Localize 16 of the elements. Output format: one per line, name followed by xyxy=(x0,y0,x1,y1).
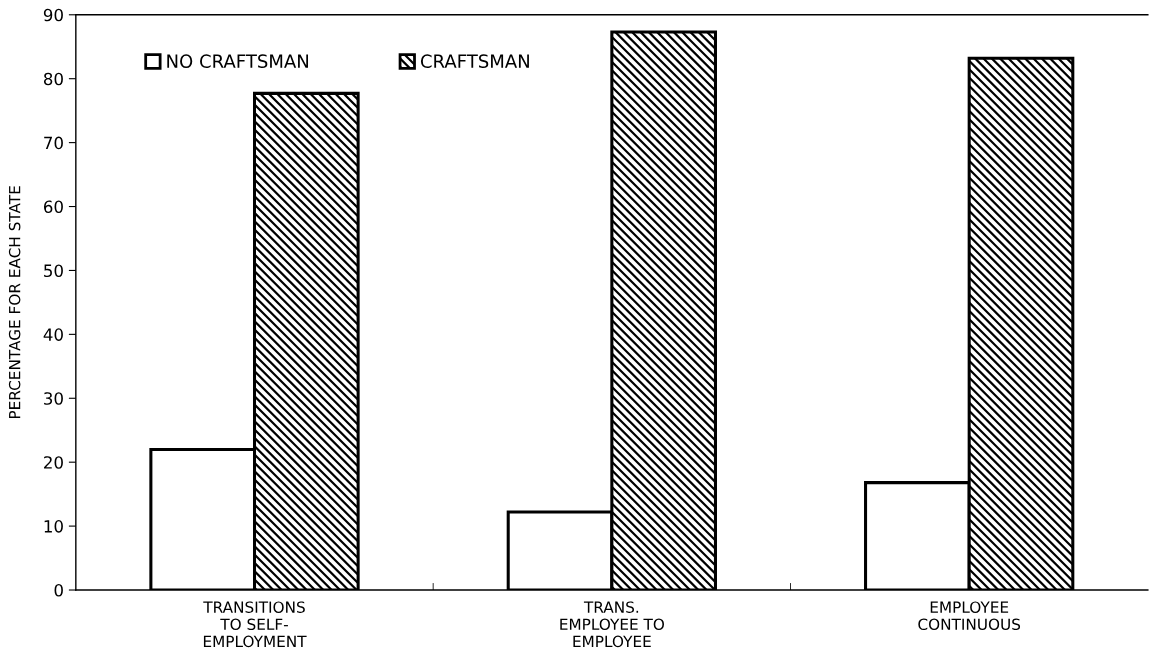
legend-label: CRAFTSMAN xyxy=(420,54,529,69)
y-tick-label: 30 xyxy=(44,392,63,405)
y-tick-label: 10 xyxy=(44,520,63,533)
y-tick-label: 70 xyxy=(44,136,63,150)
x-tick-label: TRANSITIONS TO SELF- EMPLOYMENT xyxy=(203,601,307,648)
legend-label: NO CRAFTSMAN xyxy=(167,54,309,69)
y-tick-label: 40 xyxy=(43,328,63,341)
y-tick-label: 50 xyxy=(44,264,63,278)
y-tick-label: 60 xyxy=(43,200,63,214)
y-tick-label: 80 xyxy=(43,72,63,86)
x-tick-label: EMPLOYEE CONTINUOUS xyxy=(918,601,1021,631)
y-tick-label: 20 xyxy=(44,456,63,469)
y-tick-label: 0 xyxy=(54,583,63,597)
y-tick-label: 90 xyxy=(43,8,63,22)
x-tick-label: TRANS. EMPLOYEE TO EMPLOYEE xyxy=(560,601,664,648)
y-axis-title: PERCENTAGE FOR EACH STATE xyxy=(8,186,21,419)
